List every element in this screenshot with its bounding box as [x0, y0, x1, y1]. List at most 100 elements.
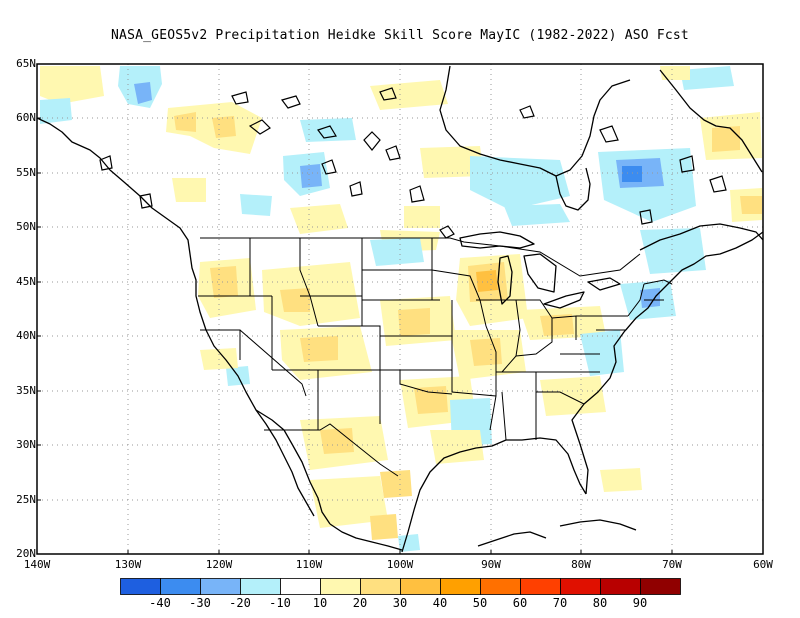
patch-blue: [370, 238, 424, 266]
patch-orange: [740, 196, 762, 214]
axis-ticks: [37, 63, 673, 554]
patch-blue: [504, 204, 570, 226]
patch-blue-strong: [300, 164, 322, 188]
lake-huron: [523, 253, 557, 293]
colorbar-swatch: [640, 578, 681, 595]
lat-label-65n: 65N: [16, 57, 36, 70]
colorbar-label: -30: [189, 596, 211, 610]
patch-blue: [40, 98, 72, 124]
coastlines: [37, 65, 763, 553]
patch-yellow: [40, 66, 104, 104]
lon-label-60w: 60W: [753, 558, 773, 571]
lon-label-70w: 70W: [662, 558, 682, 571]
hudson-bay-coastline: [439, 65, 631, 177]
patch-orange: [280, 288, 310, 312]
patch-blue: [640, 228, 706, 274]
lat-label-60n: 60N: [16, 111, 36, 124]
colorbar-swatch: [480, 578, 521, 595]
colorbar-label: -10: [269, 596, 291, 610]
patch-blue-strong: [134, 82, 152, 104]
patch-orange: [174, 112, 196, 132]
patch-orange: [300, 336, 338, 362]
patch-blue: [300, 118, 356, 142]
patch-yellow: [290, 204, 348, 234]
colorbar-label: 70: [552, 596, 568, 610]
colorbar-swatch: [320, 578, 361, 595]
us-canada-border: [200, 237, 641, 277]
patch-blue: [240, 194, 272, 216]
lat-label-25n: 25N: [16, 493, 36, 506]
colorbar-label: 90: [632, 596, 648, 610]
patch-orange: [320, 428, 354, 454]
colorbar-label: 30: [392, 596, 408, 610]
patch-orange: [540, 314, 574, 336]
st-lawrence-coastline: [639, 223, 763, 251]
cuba-coastline: [559, 519, 637, 531]
lat-label-45n: 45N: [16, 275, 36, 288]
lake-erie: [543, 291, 585, 309]
james-bay-coastline: [555, 167, 591, 211]
patch-yellow: [172, 178, 206, 202]
pacific-coastline: [37, 117, 331, 525]
colorbar-swatch: [360, 578, 401, 595]
colorbar-label: 40: [432, 596, 448, 610]
patch-orange: [712, 126, 740, 152]
gulf-coastline: [401, 437, 587, 553]
patch-yellow: [370, 80, 448, 110]
patch-yellow: [600, 468, 642, 492]
patch-yellow: [310, 476, 388, 528]
lat-label-50n: 50N: [16, 220, 36, 233]
patch-orange: [380, 470, 412, 498]
colorbar-swatch: [120, 578, 161, 595]
lon-label-100w: 100W: [386, 558, 414, 571]
us-mexico-border: [264, 423, 399, 477]
colorbar-label: 80: [592, 596, 608, 610]
political-borders: [198, 237, 673, 477]
colorbar-swatch: [280, 578, 321, 595]
lon-label-110w: 110W: [295, 558, 323, 571]
mexico-pacific-coastline: [329, 523, 403, 551]
labrador-coastline: [659, 69, 763, 173]
lon-label-80w: 80W: [571, 558, 591, 571]
patch-orange: [470, 338, 502, 366]
lon-label-140w: 140W: [23, 558, 51, 571]
lon-label-90w: 90W: [481, 558, 501, 571]
yucatan-coastline: [477, 531, 547, 547]
patch-orange: [370, 514, 398, 540]
patch-blue: [680, 66, 734, 90]
colorbar-swatch: [560, 578, 601, 595]
colorbar-swatch: [200, 578, 241, 595]
patch-yellow: [540, 376, 606, 416]
lake-michigan: [497, 255, 513, 305]
graticule: [37, 64, 763, 554]
patch-blue: [580, 330, 624, 376]
patch-blue-strong: [640, 288, 660, 308]
colorbar-label: -20: [229, 596, 251, 610]
colorbar-swatch: [240, 578, 281, 595]
lon-label-120w: 120W: [205, 558, 233, 571]
lat-label-55n: 55N: [16, 166, 36, 179]
colorbar-label: 10: [312, 596, 328, 610]
colorbar-label: 50: [472, 596, 488, 610]
colorbar-swatch: [600, 578, 641, 595]
patch-blue: [470, 156, 570, 210]
atlantic-coastline: [571, 231, 763, 495]
patch-orange: [398, 308, 430, 336]
lat-label-30n: 30N: [16, 438, 36, 451]
patch-yellow: [404, 206, 440, 228]
canadian-lakes: [99, 87, 727, 239]
patch-orange: [210, 266, 238, 298]
patch-yellow: [430, 430, 484, 464]
lake-superior: [459, 231, 535, 249]
colorbar-swatch: [520, 578, 561, 595]
colorbar-swatch: [160, 578, 201, 595]
lat-label-35n: 35N: [16, 384, 36, 397]
map-title: NASA_GEOS5v2 Precipitation Heidke Skill …: [111, 28, 689, 43]
colorbar-label: -40: [149, 596, 171, 610]
patch-blue-deep: [622, 166, 642, 182]
patch-yellow: [420, 146, 484, 178]
patch-orange-strong: [476, 270, 498, 292]
patch-orange: [212, 116, 236, 138]
colorbar-label: 20: [352, 596, 368, 610]
